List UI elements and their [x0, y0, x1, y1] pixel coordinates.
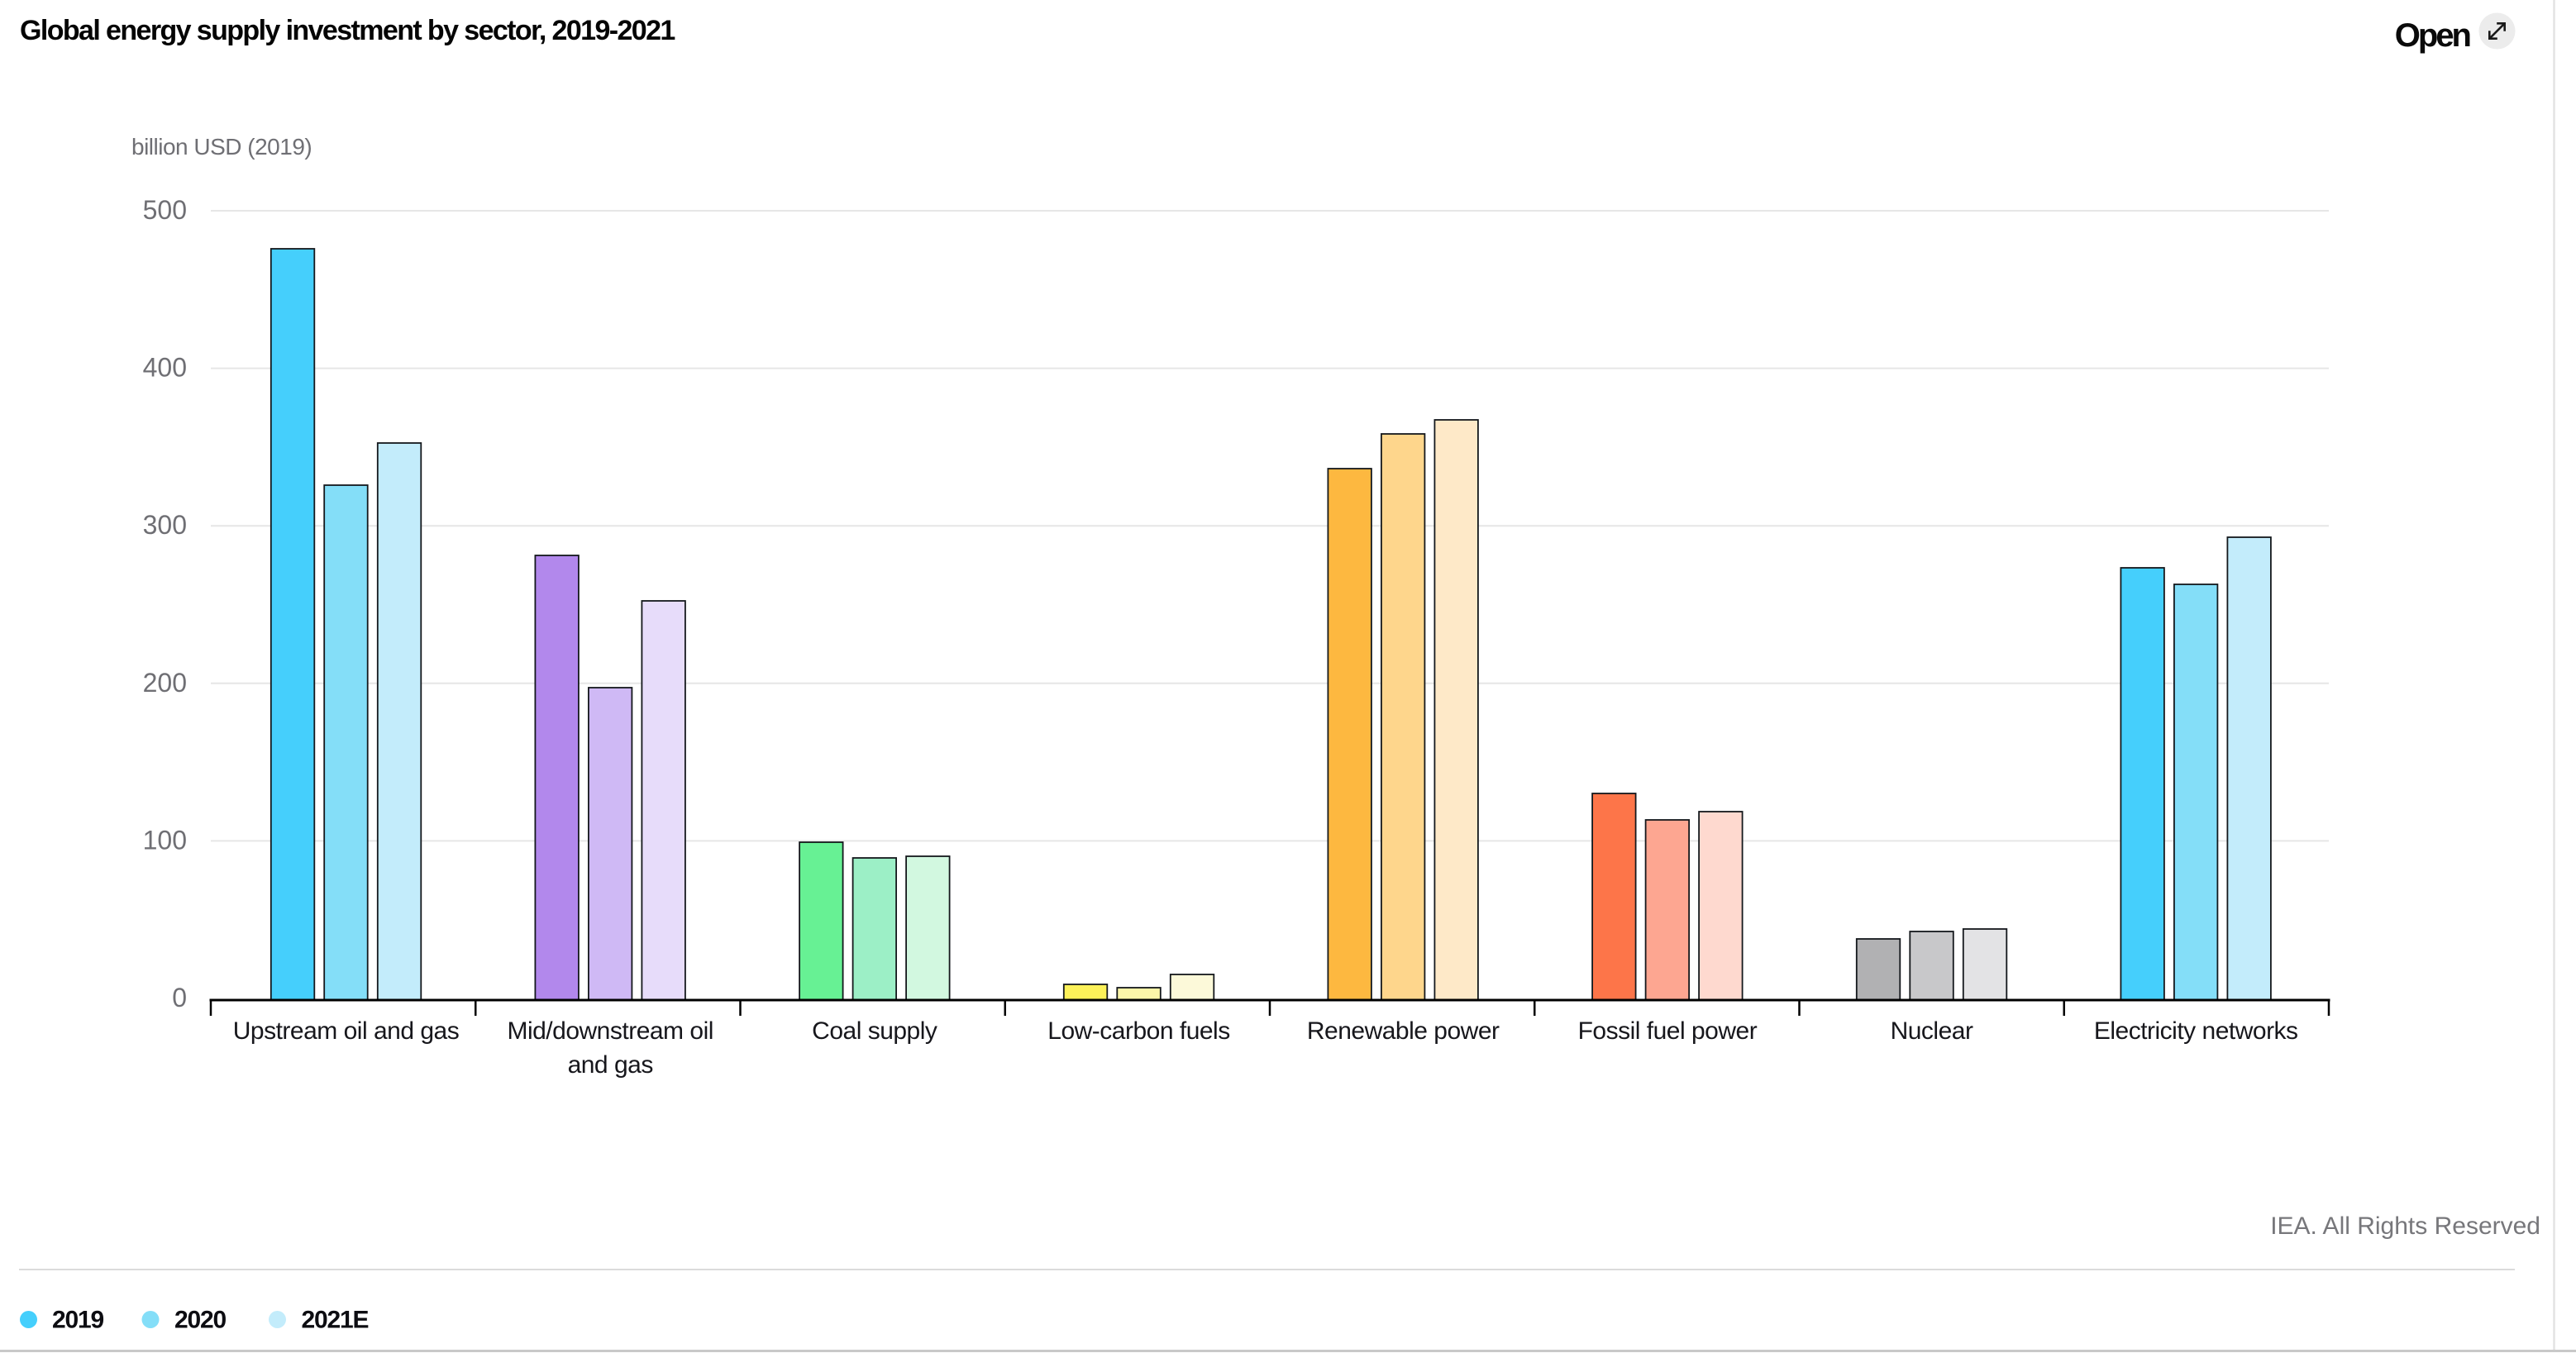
svg-text:Upstream oil and gas: Upstream oil and gas: [233, 1017, 459, 1045]
svg-text:IEA. All Rights Reserved: IEA. All Rights Reserved: [2270, 1212, 2540, 1240]
svg-text:2021E: 2021E: [302, 1307, 369, 1334]
svg-text:100: 100: [143, 825, 187, 855]
svg-text:Global energy supply investmen: Global energy supply investment by secto…: [20, 15, 675, 46]
svg-text:500: 500: [143, 195, 187, 225]
svg-text:2019: 2019: [52, 1307, 103, 1334]
svg-text:Fossil fuel power: Fossil fuel power: [1578, 1017, 1758, 1045]
svg-text:300: 300: [143, 510, 187, 540]
svg-text:Mid/downstream oil: Mid/downstream oil: [507, 1017, 713, 1045]
svg-text:Open: Open: [2395, 17, 2470, 54]
svg-text:400: 400: [143, 353, 187, 383]
svg-text:Low-carbon fuels: Low-carbon fuels: [1047, 1017, 1229, 1045]
svg-text:Electricity networks: Electricity networks: [2094, 1017, 2298, 1045]
svg-text:and gas: and gas: [568, 1051, 653, 1079]
svg-text:0: 0: [172, 983, 187, 1012]
svg-text:Coal supply: Coal supply: [812, 1017, 937, 1045]
svg-text:200: 200: [143, 668, 187, 698]
svg-text:2020: 2020: [174, 1307, 226, 1334]
svg-text:billion USD (2019): billion USD (2019): [131, 134, 312, 160]
svg-text:Nuclear: Nuclear: [1891, 1017, 1973, 1045]
svg-text:Renewable power: Renewable power: [1307, 1017, 1500, 1045]
